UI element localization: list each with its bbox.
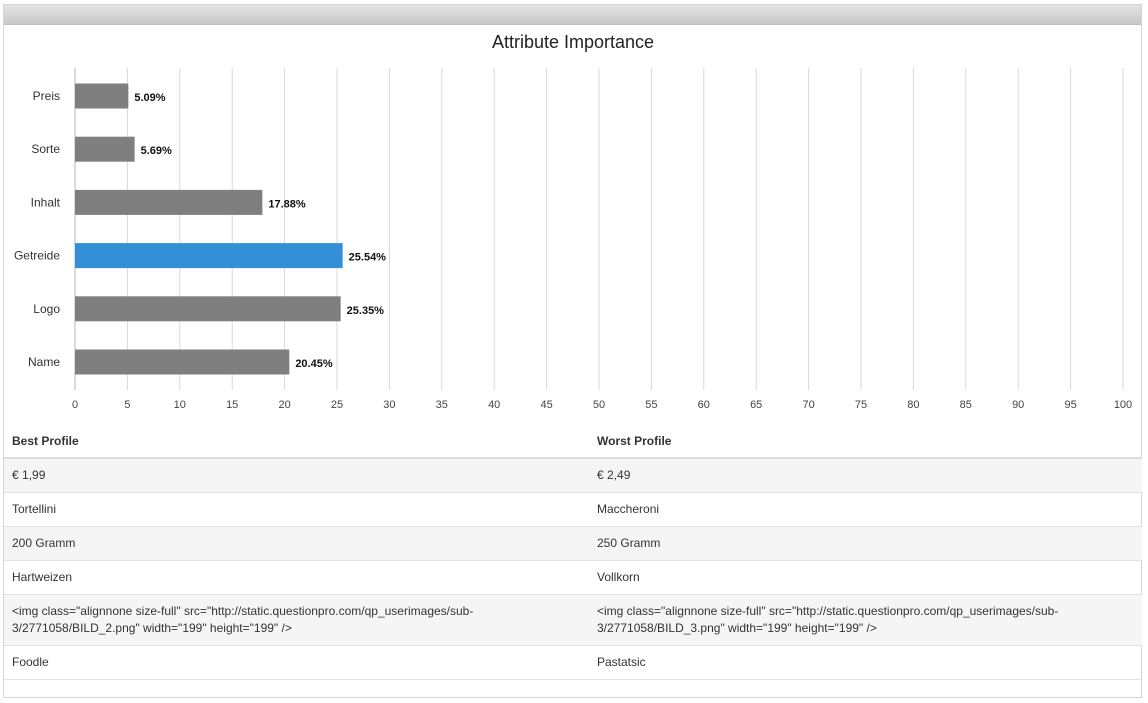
bar-getreide[interactable] bbox=[75, 243, 343, 269]
x-tick-label: 85 bbox=[960, 399, 972, 411]
x-tick-label: 15 bbox=[226, 399, 238, 411]
bar-preis[interactable] bbox=[75, 83, 129, 109]
panel-header-bar bbox=[4, 5, 1141, 25]
table-row: Tortellini Maccheroni bbox=[4, 492, 1142, 527]
best-profile-cell: <img class="alignnone size-full" src="ht… bbox=[4, 594, 589, 646]
attribute-importance-chart: Attribute Importance Preis 5.09% Sorte 5.69… bbox=[14, 32, 1132, 411]
worst-profile-cell: € 2,49 bbox=[589, 458, 1142, 493]
x-tick-label: 50 bbox=[593, 399, 605, 411]
table-header-row: Best Profile Worst Profile bbox=[4, 424, 1142, 459]
best-profile-cell: Tortellini bbox=[4, 492, 589, 527]
worst-profile-cell: Maccheroni bbox=[589, 492, 1142, 527]
table-row: € 1,99 € 2,49 bbox=[4, 458, 1142, 493]
worst-profile-cell: <img class="alignnone size-full" src="ht… bbox=[589, 594, 1142, 646]
best-profile-cell: Foodle bbox=[4, 645, 589, 680]
bar-sorte[interactable] bbox=[75, 136, 135, 162]
x-tick-label: 60 bbox=[698, 399, 710, 411]
value-label: 17.88% bbox=[268, 198, 306, 210]
value-label: 5.69% bbox=[141, 145, 172, 157]
bar-logo[interactable] bbox=[75, 296, 341, 322]
category-label: Getreide bbox=[14, 249, 60, 263]
x-tick-label: 70 bbox=[802, 399, 814, 411]
x-tick-label: 90 bbox=[1012, 399, 1024, 411]
best-profile-cell: 200 Gramm bbox=[4, 526, 589, 561]
x-tick-label: 75 bbox=[855, 399, 867, 411]
worst-profile-cell: Pastatsic bbox=[589, 645, 1142, 680]
x-tick-label: 55 bbox=[645, 399, 657, 411]
category-label: Name bbox=[28, 355, 60, 369]
value-label: 5.09% bbox=[134, 92, 165, 104]
worst-profile-cell: 250 Gramm bbox=[589, 526, 1142, 561]
category-label: Inhalt bbox=[31, 195, 61, 209]
x-tick-label: 65 bbox=[750, 399, 762, 411]
category-label: Sorte bbox=[31, 142, 60, 156]
category-label: Preis bbox=[33, 89, 60, 103]
table-row: Foodle Pastatsic bbox=[4, 645, 1142, 680]
category-label: Logo bbox=[33, 302, 60, 316]
table-row: Hartweizen Vollkorn bbox=[4, 560, 1142, 595]
x-tick-label: 45 bbox=[540, 399, 552, 411]
x-tick-label: 20 bbox=[278, 399, 290, 411]
bar-inhalt[interactable] bbox=[75, 189, 263, 215]
x-tick-label: 80 bbox=[907, 399, 919, 411]
best-profile-cell: Hartweizen bbox=[4, 560, 589, 595]
profile-table: Best Profile Worst Profile € 1,99 € 2,49… bbox=[4, 424, 1142, 680]
x-tick-label: 0 bbox=[72, 399, 78, 411]
value-label: 20.45% bbox=[295, 358, 333, 370]
table-row: <img class="alignnone size-full" src="ht… bbox=[4, 594, 1142, 646]
x-tick-label: 5 bbox=[124, 399, 130, 411]
x-tick-label: 30 bbox=[383, 399, 395, 411]
x-tick-label: 100 bbox=[1114, 399, 1132, 411]
chart-title: Attribute Importance bbox=[492, 32, 654, 52]
value-label: 25.54% bbox=[349, 252, 387, 264]
worst-profile-header: Worst Profile bbox=[589, 424, 1142, 459]
x-tick-label: 25 bbox=[331, 399, 343, 411]
value-label: 25.35% bbox=[347, 305, 385, 317]
x-tick-label: 95 bbox=[1064, 399, 1076, 411]
best-profile-cell: € 1,99 bbox=[4, 458, 589, 493]
bar-name[interactable] bbox=[75, 349, 290, 375]
best-profile-header: Best Profile bbox=[4, 424, 589, 459]
x-tick-label: 40 bbox=[488, 399, 500, 411]
worst-profile-cell: Vollkorn bbox=[589, 560, 1142, 595]
x-tick-label: 10 bbox=[174, 399, 186, 411]
x-tick-label: 35 bbox=[436, 399, 448, 411]
table-row: 200 Gramm 250 Gramm bbox=[4, 526, 1142, 561]
